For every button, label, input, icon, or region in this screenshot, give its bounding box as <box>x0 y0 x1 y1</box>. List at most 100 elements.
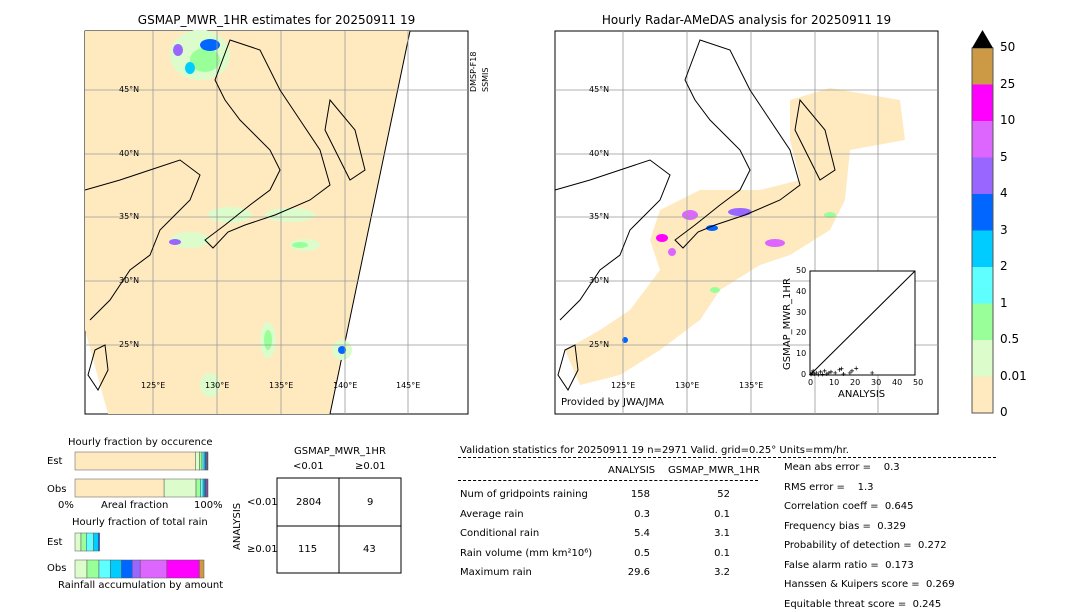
colorbar-extend-arrow <box>972 30 993 48</box>
scatter-point <box>824 371 829 376</box>
table-col-0: <0.01 <box>293 461 324 472</box>
colorbar-tick: 50 <box>1000 40 1016 54</box>
colorbar-segment <box>972 48 993 85</box>
lon-label: 140°E <box>333 381 358 390</box>
scatter-point <box>822 368 827 373</box>
cell-10: 115 <box>298 544 318 555</box>
scatter-ytick: 40 <box>796 286 807 296</box>
scatter-point <box>839 366 844 371</box>
colorbar-tick: 4 <box>1000 186 1008 200</box>
scatter-point <box>816 372 821 377</box>
lon-label: 125°E <box>611 381 636 390</box>
rain-obs-segment <box>131 559 141 579</box>
stats-divider <box>458 457 996 458</box>
score-line: Mean abs error = 0.3 <box>784 462 900 473</box>
rain-obs-segment <box>98 559 111 579</box>
scatter-xlabel: ANALYSIS <box>838 389 886 400</box>
score-line: Frequency bias = 0.329 <box>784 520 906 532</box>
colorbar-segment <box>972 230 993 267</box>
rain-obs-segment <box>86 559 100 579</box>
scatter-xtick: 10 <box>829 378 840 387</box>
graticule <box>85 31 938 414</box>
stats-row-gsmap: 0.1 <box>714 508 730 520</box>
stats-row-gsmap: 52 <box>717 489 730 500</box>
rain-est-segment <box>93 532 99 552</box>
sensor-label: SSMIS <box>481 67 490 93</box>
stats-row-analysis: 0.5 <box>634 547 650 559</box>
lat-label: 40°N <box>119 149 140 158</box>
colorbar-segment <box>972 340 993 377</box>
rain-est-label: Est <box>47 537 63 548</box>
stats-row-label: Maximum rain <box>460 567 532 578</box>
colorbar-tick: 3 <box>1000 222 1008 237</box>
lat-label: 45°N <box>589 85 610 94</box>
occurrence-est-segment <box>199 451 203 471</box>
table-row-label: ANALYSIS <box>232 502 243 550</box>
stats-row-label: Rain volume (mm km²10⁶) <box>460 547 593 559</box>
colorbar-segment <box>972 194 993 231</box>
left-rain-heavy <box>169 39 346 354</box>
colorbar-tick: 10 <box>1000 113 1016 127</box>
scatter-point <box>812 371 817 376</box>
occurrence-obs-segment <box>195 478 201 498</box>
score-line: Correlation coeff = 0.645 <box>784 501 914 512</box>
scatter-ytick: 50 <box>796 266 807 275</box>
stats-col-gsmap: GSMAP_MWR_1HR <box>668 465 760 476</box>
occurrence-obs-segment <box>200 478 204 498</box>
table-title: GSMAP_MWR_1HR <box>294 446 386 457</box>
colorbar-segment <box>972 376 993 413</box>
lat-label: 30°N <box>589 276 610 285</box>
stats-row-analysis: 5.4 <box>634 528 650 539</box>
lon-label: 145°E <box>396 381 421 390</box>
colorbar-segment <box>972 84 993 121</box>
occ-tick-0: 0% <box>58 500 74 511</box>
scatter-xtick: 30 <box>871 378 882 387</box>
score-line: False alarm ratio = 0.173 <box>784 559 914 571</box>
scatter-point <box>810 370 815 375</box>
scatter-ytick: 20 <box>796 328 807 338</box>
right-coverage <box>565 88 905 385</box>
stats-row-label: Num of gridpoints raining <box>460 489 588 500</box>
stats-row-gsmap: 3.1 <box>714 528 730 539</box>
occ-xlabel: Areal fraction <box>101 500 169 511</box>
scatter-xtick: 0 <box>808 378 814 387</box>
table-row-1: ≥0.01 <box>247 544 278 555</box>
scatter-point <box>841 371 846 376</box>
table-row-0: <0.01 <box>247 497 278 508</box>
occurrence-title: Hourly fraction by occurence <box>68 437 213 448</box>
scatter-point <box>811 368 816 373</box>
scatter-xtick: 40 <box>892 378 903 387</box>
scatter-xtick: 50 <box>913 378 924 387</box>
stats-col-analysis: ANALYSIS <box>608 465 656 476</box>
satellite-label: DMSP-F18 <box>469 51 478 92</box>
lat-label: 35°N <box>589 212 610 221</box>
cell-01: 9 <box>367 497 374 508</box>
scatter-point <box>850 368 854 373</box>
scatter-point <box>833 370 838 375</box>
lon-label: 130°E <box>675 381 700 390</box>
rain-est-segment <box>86 532 94 552</box>
rain-obs-segment <box>166 559 200 579</box>
rain-obs-segment <box>199 559 205 579</box>
scatter-point <box>870 370 875 375</box>
scatter-point <box>829 369 833 374</box>
stats-row-label: Conditional rain <box>460 528 540 539</box>
score-line: Probability of detection = 0.272 <box>784 540 947 551</box>
credit-label: Provided by JWA/JMA <box>561 397 664 408</box>
scatter-ytick: 10 <box>796 349 807 359</box>
lon-label: 135°E <box>739 381 764 390</box>
scatter-ylabel: GSMAP_MWR_1HR <box>782 278 793 370</box>
rain-title: Hourly fraction of total rain <box>72 517 208 528</box>
lon-label: 125°E <box>141 381 166 390</box>
occ-obs-label: Obs <box>47 484 67 495</box>
occurrence-obs-segment <box>163 478 197 498</box>
occurrence-est-segment <box>201 451 205 471</box>
lat-label: 30°N <box>119 276 140 285</box>
scatter-diagonal <box>809 270 916 376</box>
rain-xlabel: Rainfall accumulation by amount <box>58 580 224 591</box>
colorbar-segment <box>972 157 993 194</box>
stats-col-divider <box>458 480 758 481</box>
stats-row-gsmap: 3.2 <box>714 567 730 578</box>
rain-obs-segment <box>74 559 88 579</box>
rain-est-segment <box>98 532 100 552</box>
